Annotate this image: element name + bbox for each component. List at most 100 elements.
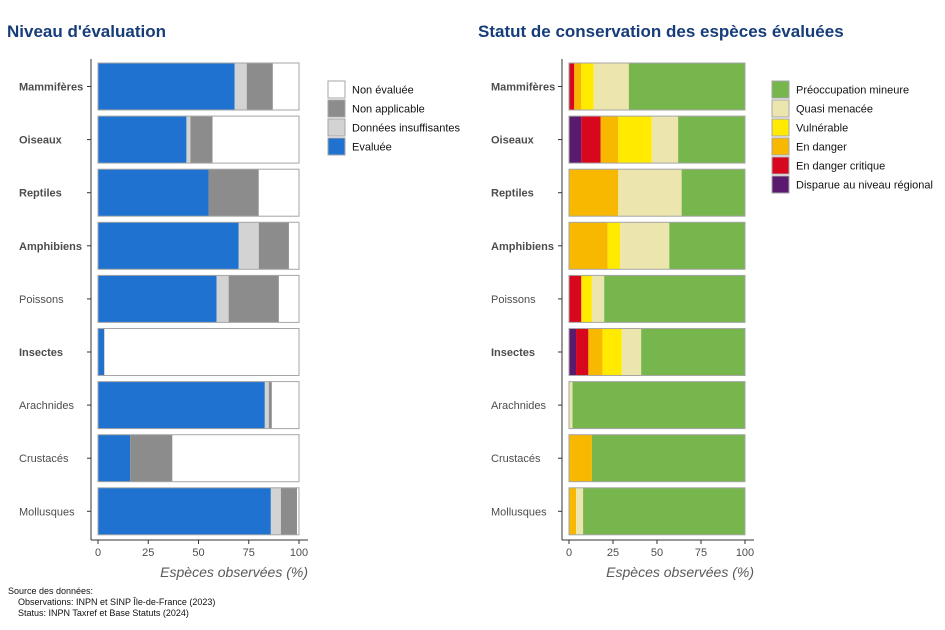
cons-bar-2-2: [569, 169, 619, 217]
eval-bar-7-0: [98, 434, 131, 482]
eval-bar-4-0: [98, 275, 217, 323]
cons-bar-8-5: [583, 487, 745, 535]
eval-xtick-label-2: 50: [192, 547, 204, 559]
eval-legend-label-2: Données insuffisantes: [352, 123, 461, 135]
chart-title-evaluation: Niveau d'évaluation: [7, 22, 166, 41]
cons-bar-8-2: [569, 487, 577, 535]
cons-bar-5-0: [569, 328, 577, 376]
cons-xtick-label-4: 100: [736, 547, 754, 559]
eval-legend-swatch-0: [327, 80, 346, 99]
cons-bar-3-4: [620, 222, 670, 270]
eval-xtick-label-0: 0: [95, 547, 101, 559]
eval-bar-outline-3: [97, 221, 300, 270]
source-note: Source des données: Observations: INPN e…: [8, 586, 215, 619]
eval-bar-2-3: [258, 169, 299, 217]
cons-bar-3-2: [569, 222, 608, 270]
cons-bar-4-4: [591, 275, 605, 323]
eval-legend-label-0: Non évaluée: [352, 85, 414, 97]
cons-bar-5-1: [576, 328, 589, 376]
eval-legend-swatch-3: [327, 137, 346, 156]
eval-bar-0-1: [234, 63, 247, 110]
eval-bar-4-3: [278, 275, 299, 323]
cons-bar-1-2: [600, 116, 619, 164]
eval-bar-5-1: [104, 328, 106, 376]
eval-bar-3-0: [98, 222, 239, 270]
eval-bar-2-0: [98, 169, 209, 217]
cons-bar-7-2: [569, 434, 592, 482]
eval-bar-6-1: [264, 381, 269, 429]
cons-bar-0-2: [574, 63, 582, 110]
eval-bar-5-0: [98, 328, 105, 376]
eval-category-label-7: Crustacés: [19, 453, 69, 465]
cons-bar-2-5: [681, 169, 745, 217]
eval-bar-6-0: [98, 381, 265, 429]
eval-bar-1-3: [212, 116, 299, 164]
cons-xtick-label-3: 75: [695, 547, 707, 559]
eval-bar-5-3: [105, 328, 299, 376]
cons-bar-6-5: [572, 381, 745, 429]
eval-bar-outline-0: [97, 62, 300, 111]
cons-bar-3-5: [669, 222, 745, 270]
cons-legend-swatch-5: [771, 175, 790, 194]
eval-category-label-6: Arachnides: [19, 400, 75, 412]
eval-category-label-3: Amphibiens: [19, 241, 82, 253]
cons-bar-0-4: [593, 63, 629, 110]
cons-bar-1-5: [678, 116, 745, 164]
cons-bar-outline-2: [568, 168, 746, 217]
eval-bar-outline-6: [97, 381, 300, 430]
eval-bar-outline-8: [97, 487, 300, 536]
source-observations: Observations: INPN et SINP Île-de-France…: [18, 597, 216, 607]
eval-bar-0-2: [246, 63, 273, 110]
eval-bar-3-2: [258, 222, 289, 270]
eval-bar-6-2: [268, 381, 272, 429]
chart-title-conservation: Statut de conservation des espèces évalu…: [478, 22, 844, 41]
cons-category-label-3: Amphibiens: [491, 241, 554, 253]
cons-category-label-0: Mammifères: [491, 82, 555, 94]
cons-bar-outline-8: [568, 487, 746, 536]
cons-category-label-6: Arachnides: [491, 400, 547, 412]
eval-category-label-2: Reptiles: [19, 188, 62, 200]
cons-bar-1-0: [569, 116, 582, 164]
eval-xtick-label-4: 100: [290, 547, 308, 559]
eval-bar-7-3: [172, 434, 299, 482]
cons-bar-7-5: [591, 434, 745, 482]
cons-legend-label-5: Disparue au niveau régional: [796, 180, 933, 192]
eval-bar-8-1: [270, 487, 281, 535]
eval-legend-swatch-2: [327, 118, 346, 137]
cons-bar-0-5: [628, 63, 745, 110]
eval-bar-7-2: [130, 434, 173, 482]
eval-xtick-label-3: 75: [243, 547, 255, 559]
cons-bar-5-4: [621, 328, 642, 376]
eval-bar-outline-1: [97, 115, 300, 164]
cons-bar-2-4: [618, 169, 682, 217]
eval-category-label-8: Mollusques: [19, 506, 75, 518]
cons-legend-swatch-0: [771, 80, 790, 99]
cons-xtick-label-1: 25: [607, 547, 619, 559]
cons-legend-swatch-3: [771, 137, 790, 156]
eval-bar-0-3: [272, 63, 299, 110]
eval-x-axis-label: Espèces observées (%): [160, 564, 308, 580]
eval-category-label-5: Insectes: [19, 347, 63, 359]
cons-legend-label-2: Vulnérable: [796, 123, 848, 135]
cons-bar-outline-3: [568, 221, 746, 270]
eval-category-label-0: Mammifères: [19, 82, 83, 94]
cons-x-axis-label: Espèces observées (%): [606, 564, 754, 580]
cons-bar-6-4: [569, 381, 573, 429]
eval-bar-4-2: [228, 275, 279, 323]
cons-legend-swatch-4: [771, 156, 790, 175]
eval-bar-3-3: [288, 222, 299, 270]
cons-bar-outline-4: [568, 274, 746, 323]
eval-bar-1-2: [190, 116, 213, 164]
cons-bar-5-5: [641, 328, 745, 376]
eval-bar-3-1: [238, 222, 259, 270]
cons-bar-1-4: [651, 116, 679, 164]
cons-category-label-7: Crustacés: [491, 453, 541, 465]
cons-category-label-5: Insectes: [491, 347, 535, 359]
cons-bar-outline-5: [568, 328, 746, 376]
cons-bar-0-3: [581, 63, 594, 110]
cons-category-label-1: Oiseaux: [491, 135, 535, 147]
cons-bar-4-1: [569, 275, 582, 323]
cons-legend-swatch-1: [771, 99, 790, 118]
eval-bar-8-3: [296, 487, 299, 535]
